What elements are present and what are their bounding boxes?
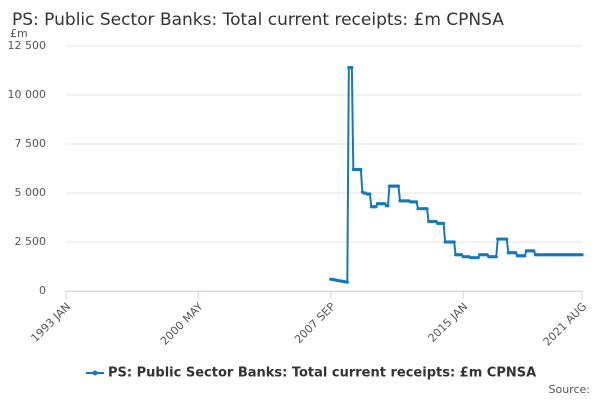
data-point xyxy=(374,205,378,209)
legend-label: PS: Public Sector Banks: Total current r… xyxy=(108,366,536,381)
y-tick-label: 0 xyxy=(39,284,46,297)
data-point xyxy=(494,255,498,259)
data-point xyxy=(514,251,518,255)
x-tick-label: 2021 AUG xyxy=(541,300,590,349)
data-point xyxy=(441,221,446,225)
x-tick-label: 1993 JAN xyxy=(28,300,73,345)
data-point xyxy=(532,249,536,253)
data-point xyxy=(414,200,419,204)
data-point xyxy=(452,240,456,244)
y-tick-label: 7 500 xyxy=(15,137,47,150)
x-tick-label: 2015 JAN xyxy=(426,300,471,345)
data-point xyxy=(505,237,509,241)
x-tick-label: 2007 SEP xyxy=(292,300,338,346)
y-tick-label: 10 000 xyxy=(8,88,47,101)
data-point xyxy=(580,253,584,257)
x-tick-label: 2000 MAY xyxy=(158,300,206,348)
y-axis-unit: £m xyxy=(10,27,28,40)
data-point xyxy=(396,184,401,188)
data-point xyxy=(476,256,480,260)
y-tick-label: 12 500 xyxy=(8,39,47,52)
chart-title: PS: Public Sector Banks: Total current r… xyxy=(12,10,504,30)
y-tick-label: 2 500 xyxy=(15,235,47,248)
data-point xyxy=(523,254,527,258)
data-point xyxy=(386,204,390,208)
data-point xyxy=(345,280,349,284)
series-line xyxy=(330,66,582,284)
data-point xyxy=(425,207,429,211)
source: Source: xyxy=(549,383,591,396)
y-tick-label: 5 000 xyxy=(15,186,47,199)
data-point xyxy=(350,65,354,70)
data-point xyxy=(368,192,372,196)
data-point xyxy=(359,167,363,172)
legend-marker xyxy=(92,370,98,376)
